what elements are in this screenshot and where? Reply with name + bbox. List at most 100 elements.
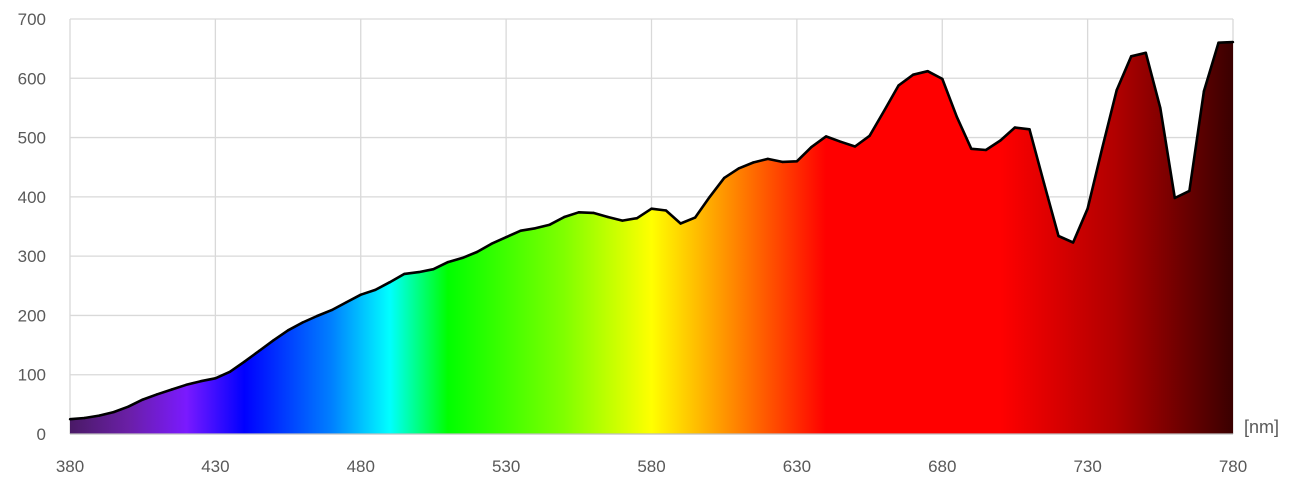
data-point-725 xyxy=(1071,241,1075,244)
x-tick-label-730: 730 xyxy=(1073,457,1101,476)
data-point-560 xyxy=(592,211,595,215)
data-point-415 xyxy=(170,388,173,391)
x-tick-label-630: 630 xyxy=(783,457,811,476)
data-point-730 xyxy=(1086,207,1089,210)
x-tick-label-430: 430 xyxy=(201,457,229,476)
data-point-655 xyxy=(868,134,871,137)
data-point-510 xyxy=(446,260,450,264)
y-tick-label-500: 500 xyxy=(18,129,46,148)
data-point-470 xyxy=(330,308,333,312)
data-point-385 xyxy=(83,416,86,420)
spectrum-area xyxy=(70,42,1233,434)
data-point-585 xyxy=(664,209,668,212)
data-point-625 xyxy=(781,160,784,164)
data-point-660 xyxy=(882,109,886,113)
data-point-720 xyxy=(1057,234,1060,238)
data-point-690 xyxy=(970,147,973,150)
data-point-400 xyxy=(127,405,130,408)
y-tick-label-200: 200 xyxy=(18,306,46,325)
data-point-735 xyxy=(1101,147,1104,150)
data-point-500 xyxy=(417,270,421,274)
data-point-635 xyxy=(810,145,813,149)
data-point-515 xyxy=(461,256,464,260)
data-point-670 xyxy=(912,73,915,76)
data-point-780 xyxy=(1231,40,1235,44)
data-point-590 xyxy=(679,222,682,225)
data-point-605 xyxy=(723,176,726,180)
data-point-765 xyxy=(1188,189,1191,193)
data-point-595 xyxy=(693,216,697,219)
data-point-460 xyxy=(301,321,304,324)
data-point-750 xyxy=(1144,51,1148,54)
data-point-390 xyxy=(97,414,101,417)
x-tick-label-580: 580 xyxy=(637,457,665,476)
data-point-645 xyxy=(839,140,842,143)
data-point-525 xyxy=(490,242,493,245)
data-point-445 xyxy=(257,349,261,353)
data-point-520 xyxy=(475,250,479,254)
data-point-495 xyxy=(403,272,406,276)
data-point-675 xyxy=(926,70,929,73)
y-tick-label-400: 400 xyxy=(18,188,46,207)
y-tick-label-0: 0 xyxy=(37,425,46,444)
data-point-580 xyxy=(650,207,653,210)
data-point-530 xyxy=(504,236,508,239)
data-point-430 xyxy=(214,377,217,380)
data-point-615 xyxy=(752,161,755,164)
y-tick-label-100: 100 xyxy=(18,366,46,385)
data-point-535 xyxy=(519,229,522,232)
data-point-450 xyxy=(272,339,275,342)
data-point-710 xyxy=(1028,128,1031,131)
data-point-705 xyxy=(1013,126,1017,129)
data-point-680 xyxy=(941,77,944,81)
data-point-770 xyxy=(1202,90,1206,93)
data-point-640 xyxy=(824,135,828,138)
y-tick-label-600: 600 xyxy=(18,69,46,88)
x-axis-unit-label: [nm] xyxy=(1244,417,1279,437)
data-point-685 xyxy=(955,115,958,119)
x-tick-label-530: 530 xyxy=(492,457,520,476)
x-tick-label-680: 680 xyxy=(928,457,956,476)
data-point-775 xyxy=(1217,41,1220,44)
data-point-455 xyxy=(286,329,290,332)
data-point-760 xyxy=(1173,196,1177,200)
data-point-545 xyxy=(548,223,551,226)
data-point-420 xyxy=(185,383,188,386)
y-tick-label-700: 700 xyxy=(18,10,46,29)
data-point-490 xyxy=(388,281,391,284)
data-point-465 xyxy=(315,314,319,318)
data-point-600 xyxy=(708,195,711,199)
y-tick-label-300: 300 xyxy=(18,247,46,266)
data-point-475 xyxy=(345,301,348,304)
y-axis-ticks: 0 100 200 300 400 500 600 700 xyxy=(18,10,46,444)
data-point-700 xyxy=(999,139,1002,142)
data-point-740 xyxy=(1115,88,1118,92)
data-point-610 xyxy=(737,167,740,170)
data-point-540 xyxy=(534,227,537,230)
x-tick-label-380: 380 xyxy=(56,457,84,476)
data-point-745 xyxy=(1130,55,1133,58)
data-point-410 xyxy=(156,393,159,396)
data-point-425 xyxy=(199,380,202,383)
data-point-405 xyxy=(141,398,144,401)
data-point-555 xyxy=(577,211,580,214)
x-axis-ticks: 380 430 480 530 580 630 680 730 780 xyxy=(56,457,1247,476)
data-point-575 xyxy=(635,217,639,220)
data-point-630 xyxy=(795,160,799,163)
data-point-755 xyxy=(1159,106,1162,110)
data-point-380 xyxy=(68,418,72,421)
data-point-435 xyxy=(228,370,232,373)
data-point-620 xyxy=(766,157,769,161)
data-point-480 xyxy=(359,293,362,296)
x-tick-label-480: 480 xyxy=(347,457,375,476)
data-point-440 xyxy=(243,360,246,363)
data-point-715 xyxy=(1042,182,1046,185)
data-point-395 xyxy=(112,410,115,414)
data-point-695 xyxy=(984,148,988,152)
data-point-565 xyxy=(606,215,610,219)
data-point-570 xyxy=(621,219,624,222)
data-point-550 xyxy=(563,215,566,219)
data-points xyxy=(68,40,1235,421)
data-point-665 xyxy=(897,84,900,87)
